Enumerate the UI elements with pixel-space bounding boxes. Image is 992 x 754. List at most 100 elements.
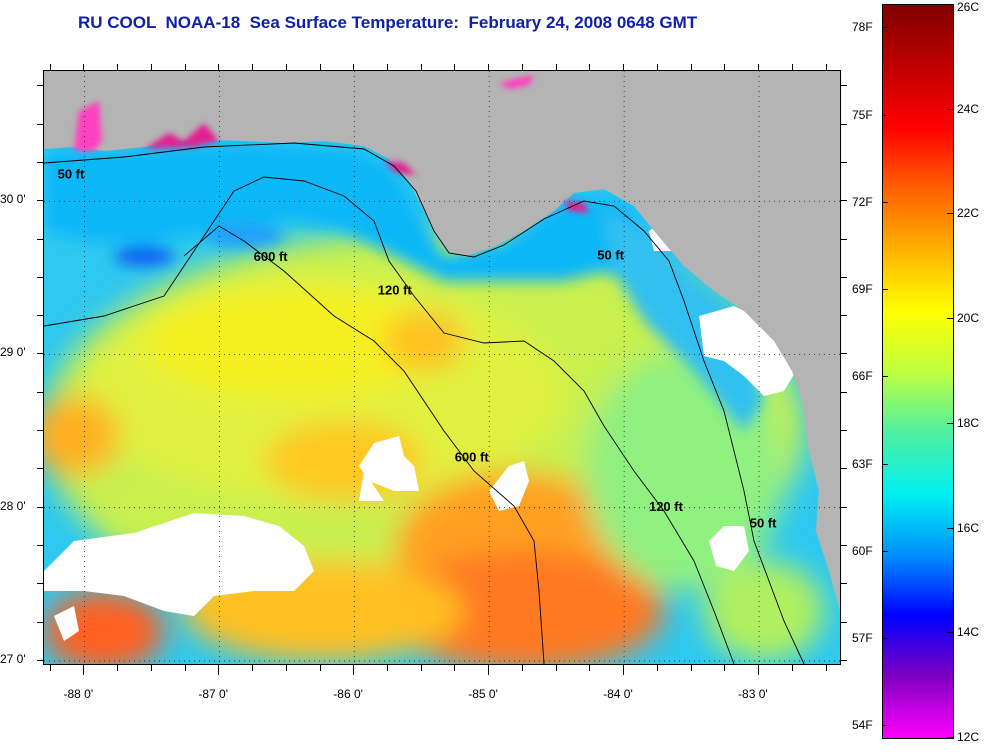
colorbar-fahrenheit-label: 72F xyxy=(852,194,873,209)
lat-minor-tick xyxy=(37,315,43,317)
colorbar-fahrenheit-label: 63F xyxy=(852,456,873,471)
lon-minor-tick xyxy=(656,665,658,671)
lon-tick-label: -87 0' xyxy=(198,687,229,701)
lat-minor-tick xyxy=(37,161,43,163)
lat-minor-tick xyxy=(37,659,43,661)
lat-minor-tick xyxy=(841,583,847,585)
colorbar-tick xyxy=(882,27,888,29)
lon-minor-tick xyxy=(83,665,85,671)
lon-minor-tick xyxy=(184,665,186,671)
colorbar-celsius-label: 26C xyxy=(957,0,980,14)
colorbar-tick xyxy=(947,213,953,215)
lon-minor-tick xyxy=(83,64,85,70)
lat-minor-tick xyxy=(841,161,847,163)
colorbar-tick xyxy=(882,289,888,291)
lon-minor-tick xyxy=(791,64,793,70)
lon-minor-tick xyxy=(49,64,51,70)
colorbar-tick xyxy=(947,632,953,634)
contour-120ft xyxy=(44,176,735,664)
lat-tick-label: 30 0' xyxy=(0,192,26,207)
colorbar-tick xyxy=(882,550,888,552)
lon-minor-tick xyxy=(724,64,726,70)
colorbar-celsius-label: 18C xyxy=(957,415,980,430)
colorbar-fahrenheit-label: 60F xyxy=(852,543,873,558)
lon-minor-tick xyxy=(724,665,726,671)
lat-minor-tick xyxy=(841,506,847,508)
contour-label: 120 ft xyxy=(649,499,684,514)
colorbar-tick xyxy=(947,527,953,529)
lon-minor-tick xyxy=(184,64,186,70)
lon-minor-tick xyxy=(454,64,456,70)
lon-minor-tick xyxy=(555,64,557,70)
lon-minor-tick xyxy=(555,665,557,671)
lat-minor-tick xyxy=(37,200,43,202)
lat-minor-tick xyxy=(37,468,43,470)
lat-tick-label: 29 0' xyxy=(0,345,26,360)
lon-minor-tick xyxy=(825,64,827,70)
lon-tick-label: -84 0' xyxy=(603,687,633,701)
lon-minor-tick xyxy=(150,64,152,70)
lat-minor-tick xyxy=(841,85,847,87)
colorbar-celsius-label: 16C xyxy=(957,520,980,535)
sst-map-canvas: 50 ft 50 ft 50 ft 120 ft 120 ft 600 ft 600 ft xyxy=(44,71,840,664)
colorbar-celsius-label: 14C xyxy=(957,625,980,640)
contour-label: 50 ft xyxy=(58,166,85,181)
colorbar-tick xyxy=(882,201,888,203)
lon-minor-tick xyxy=(387,64,389,70)
sst-map: 50 ft 50 ft 50 ft 120 ft 120 ft 600 ft 600 ft xyxy=(43,70,841,665)
colorbar-celsius-label: 24C xyxy=(957,101,980,116)
colorbar-tick xyxy=(947,737,953,738)
lon-minor-tick xyxy=(589,64,591,70)
colorbar-tick xyxy=(947,318,953,320)
coastal-cool-band xyxy=(44,143,764,431)
lon-minor-tick xyxy=(319,64,321,70)
lat-minor-tick xyxy=(37,276,43,278)
lat-tick-label: 27 0' xyxy=(0,651,26,666)
lat-minor-tick xyxy=(841,238,847,240)
lon-minor-tick xyxy=(521,64,523,70)
lon-minor-tick xyxy=(758,64,760,70)
lon-minor-tick xyxy=(117,665,119,671)
lon-tick-label: -85 0' xyxy=(468,687,498,701)
lat-minor-tick xyxy=(841,353,847,355)
lat-minor-tick xyxy=(841,430,847,432)
lon-minor-tick xyxy=(49,665,51,671)
lat-minor-tick xyxy=(37,123,43,125)
lat-minor-tick xyxy=(37,506,43,508)
contour-label: 50 ft xyxy=(597,247,624,262)
colorbar-fahrenheit-label: 54F xyxy=(852,718,873,733)
lat-minor-tick xyxy=(841,545,847,546)
colorbar-tick xyxy=(882,376,888,378)
lon-minor-tick xyxy=(387,665,389,671)
lon-minor-tick xyxy=(285,665,287,671)
lon-tick-label: -88 0' xyxy=(63,687,94,701)
colorbar-tick xyxy=(947,108,953,110)
lon-minor-tick xyxy=(218,665,220,671)
lon-minor-tick xyxy=(353,665,355,671)
lon-minor-tick xyxy=(252,64,254,70)
contour-600ft xyxy=(183,225,545,664)
contour-label: 50 ft xyxy=(750,516,777,531)
lon-minor-tick xyxy=(117,64,119,70)
colorbar-fahrenheit-label: 75F xyxy=(852,107,873,122)
colorbar-fahrenheit-label: 66F xyxy=(852,369,873,384)
lat-minor-tick xyxy=(841,276,847,278)
lon-minor-tick xyxy=(218,64,220,70)
lon-minor-tick xyxy=(150,665,152,671)
lat-minor-tick xyxy=(37,583,43,585)
lat-minor-tick xyxy=(841,123,847,125)
colorbar-tick xyxy=(882,463,888,465)
lon-minor-tick xyxy=(454,665,456,671)
lat-minor-tick xyxy=(37,85,43,87)
lon-minor-tick xyxy=(791,665,793,671)
colorbar-tick xyxy=(947,422,953,424)
contour-labels: 50 ft 50 ft 50 ft 120 ft 120 ft 600 ft 600 ft xyxy=(58,166,778,530)
lon-minor-tick xyxy=(319,665,321,671)
lon-tick-label: -86 0' xyxy=(333,687,363,701)
lat-minor-tick xyxy=(841,391,847,393)
lon-minor-tick xyxy=(758,665,760,671)
colorbar-celsius-label: 20C xyxy=(957,311,980,326)
cloud-mask xyxy=(44,221,799,641)
lat-minor-tick xyxy=(37,621,43,623)
colorbar-tick xyxy=(882,114,888,116)
